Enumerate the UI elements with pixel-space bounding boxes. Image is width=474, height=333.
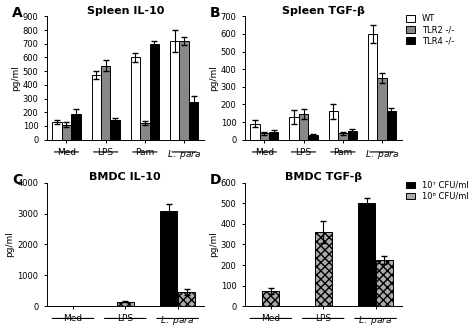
Bar: [160, 210, 177, 306]
Bar: [347, 131, 357, 140]
Bar: [338, 134, 347, 140]
Text: C: C: [12, 173, 22, 187]
Text: B: B: [210, 6, 221, 20]
Bar: [131, 57, 140, 140]
Text: A: A: [12, 6, 23, 20]
Y-axis label: pg/ml: pg/ml: [11, 65, 20, 91]
Bar: [260, 134, 269, 140]
Bar: [52, 122, 62, 140]
Title: Spleen IL-10: Spleen IL-10: [87, 6, 164, 16]
Bar: [387, 112, 396, 140]
Legend: WT, TLR2 -/-, TLR4 -/-: WT, TLR2 -/-, TLR4 -/-: [406, 14, 454, 46]
Bar: [269, 132, 278, 140]
Bar: [101, 66, 110, 140]
Bar: [180, 41, 189, 140]
Bar: [150, 44, 159, 140]
Text: D: D: [210, 173, 222, 187]
Bar: [308, 135, 318, 140]
Bar: [299, 114, 308, 140]
Title: BMDC IL-10: BMDC IL-10: [90, 172, 161, 182]
Bar: [315, 232, 332, 306]
Title: BMDC TGF-β: BMDC TGF-β: [284, 172, 362, 182]
Bar: [62, 125, 71, 140]
Bar: [376, 260, 393, 306]
Bar: [189, 102, 198, 140]
Y-axis label: pg/ml: pg/ml: [209, 65, 218, 91]
Bar: [290, 117, 299, 140]
Bar: [368, 34, 377, 140]
Title: Spleen TGF-β: Spleen TGF-β: [282, 6, 365, 16]
Legend: 10⁷ CFU/ml, 10⁶ CFU/ml: 10⁷ CFU/ml, 10⁶ CFU/ml: [406, 181, 468, 201]
Bar: [358, 203, 375, 306]
Bar: [110, 121, 120, 140]
Bar: [140, 123, 150, 140]
Bar: [170, 41, 180, 140]
Bar: [178, 292, 195, 306]
Bar: [91, 75, 101, 140]
Bar: [263, 291, 279, 306]
Bar: [328, 112, 338, 140]
Bar: [117, 302, 134, 306]
Y-axis label: pg/ml: pg/ml: [209, 231, 218, 257]
Bar: [250, 124, 260, 140]
Bar: [377, 78, 387, 140]
Y-axis label: pg/ml: pg/ml: [6, 231, 15, 257]
Bar: [71, 114, 81, 140]
